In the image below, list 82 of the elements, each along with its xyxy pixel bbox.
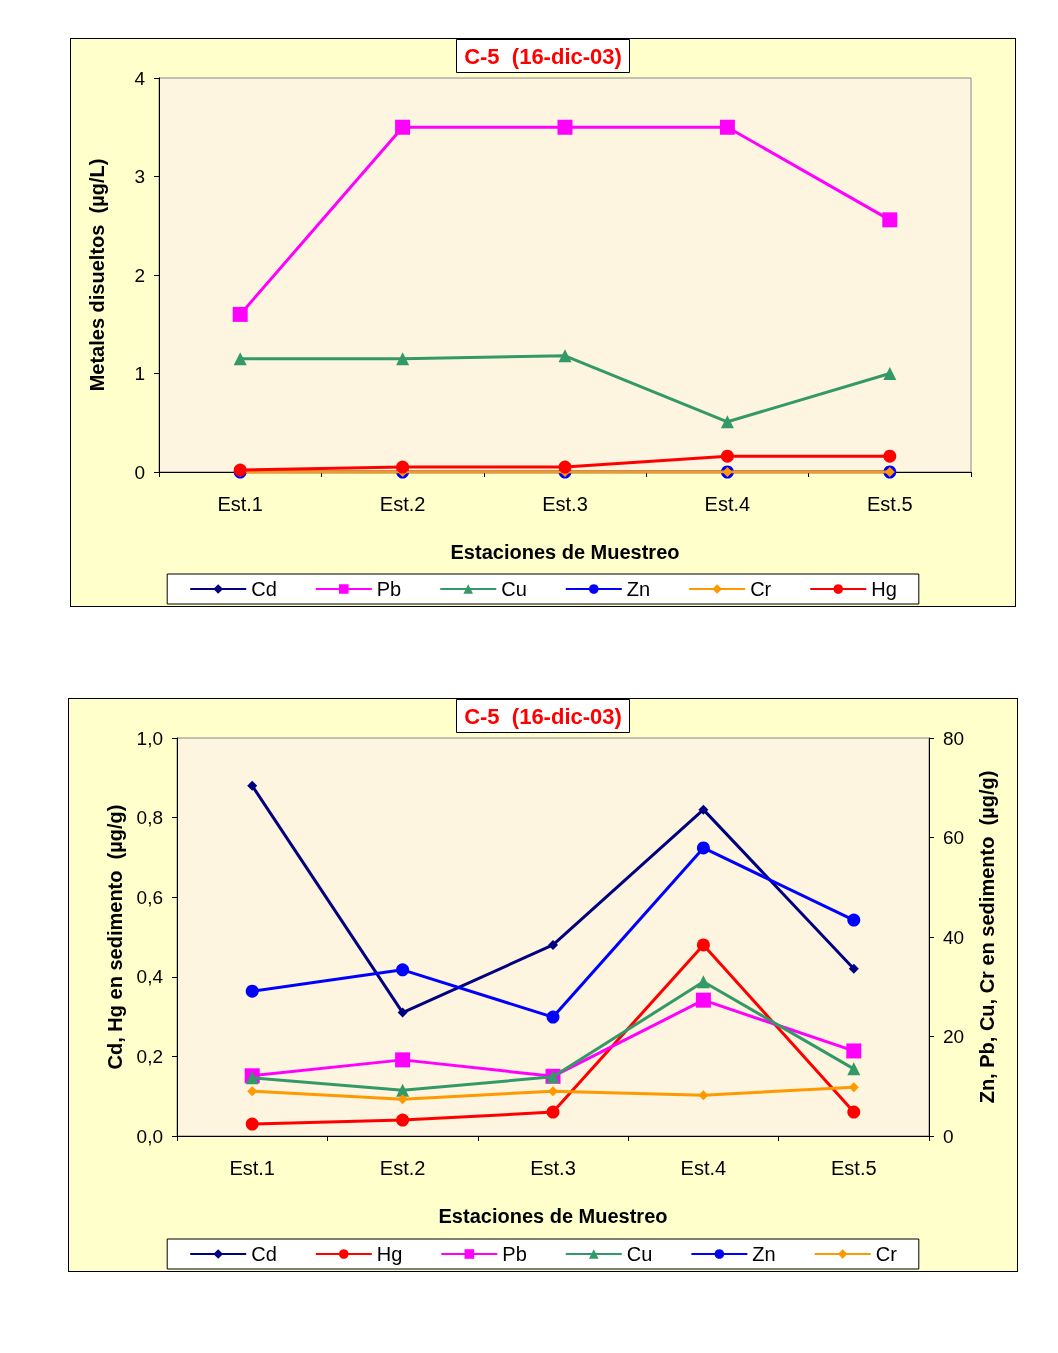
point bbox=[695, 992, 711, 1008]
point bbox=[696, 975, 710, 989]
y-tick-label: 0,8 bbox=[136, 807, 163, 829]
y2-tick-label: 0 bbox=[943, 1125, 954, 1147]
legend-label: Pb bbox=[502, 1243, 527, 1265]
chart-title: C-5 (16-dic-03) bbox=[464, 703, 622, 729]
point bbox=[558, 349, 572, 363]
point bbox=[883, 449, 897, 463]
point bbox=[546, 1010, 560, 1024]
point bbox=[546, 1105, 560, 1119]
x-tick-label: Est.4 bbox=[680, 1157, 727, 1179]
point bbox=[548, 939, 558, 950]
point bbox=[232, 306, 248, 322]
y-axis-title: Cd, Hg en sedimento (µg/g) bbox=[104, 804, 126, 1070]
point bbox=[846, 1043, 862, 1059]
legend-label: Zn bbox=[752, 1243, 776, 1265]
x-tick-label: Est.5 bbox=[831, 1157, 877, 1179]
chart-title: C-5 (16-dic-03) bbox=[464, 43, 622, 69]
point bbox=[719, 119, 735, 135]
x-tick-label: Est.3 bbox=[542, 493, 588, 515]
y-tick-label: 0 bbox=[134, 461, 145, 483]
x-tick-label: Est.2 bbox=[379, 1157, 426, 1179]
point bbox=[245, 984, 259, 998]
x-axis-title: Estaciones de Muestreo bbox=[450, 541, 680, 563]
point bbox=[247, 780, 258, 791]
y-tick-label: 0,2 bbox=[136, 1045, 163, 1067]
legend-label: Cd bbox=[251, 1243, 277, 1265]
y-tick-label: 0,6 bbox=[136, 886, 163, 908]
y-tick-label: 4 bbox=[134, 67, 146, 89]
point bbox=[720, 449, 734, 463]
point bbox=[882, 212, 898, 228]
y2-tick-label: 20 bbox=[943, 1026, 965, 1047]
point bbox=[233, 352, 247, 366]
y-axis-title: Metales disueltos (µg/L) bbox=[86, 158, 108, 392]
x-tick-label: Est.2 bbox=[379, 493, 426, 515]
legend-label: Pb bbox=[376, 578, 402, 600]
point bbox=[557, 119, 573, 135]
point bbox=[883, 367, 897, 380]
point bbox=[396, 1113, 410, 1127]
x-axis-title: Estaciones de Muestreo bbox=[438, 1205, 668, 1227]
legend-label: Hg bbox=[871, 578, 897, 600]
point bbox=[396, 963, 410, 977]
point bbox=[848, 963, 859, 974]
legend-label: Cd bbox=[251, 578, 277, 600]
x-tick-label: Est.1 bbox=[229, 1157, 275, 1179]
x-tick-label: Est.3 bbox=[530, 1157, 576, 1179]
legend-label: Cr bbox=[750, 578, 772, 600]
y2-tick-label: 80 bbox=[943, 727, 965, 749]
y-tick-label: 3 bbox=[134, 166, 145, 187]
y2-tick-label: 40 bbox=[943, 926, 965, 948]
point bbox=[696, 841, 710, 855]
point bbox=[396, 460, 410, 474]
y2-axis-title: Zn, Pb, Cu, Cr en sedimento (µg/g) bbox=[976, 770, 998, 1104]
legend-label: Hg bbox=[376, 1243, 403, 1265]
point bbox=[245, 1117, 259, 1131]
point bbox=[558, 460, 572, 474]
point bbox=[698, 1090, 709, 1101]
x-tick-label: Est.5 bbox=[867, 493, 913, 515]
point bbox=[395, 1052, 411, 1068]
point bbox=[397, 1094, 408, 1105]
point bbox=[395, 119, 411, 135]
point bbox=[396, 352, 410, 366]
point bbox=[847, 1062, 861, 1076]
y-tick-label: 1 bbox=[134, 363, 145, 384]
point bbox=[698, 804, 709, 815]
legend-label: Cu bbox=[626, 1243, 653, 1265]
y-tick-label: 0,4 bbox=[136, 966, 164, 988]
point bbox=[548, 1086, 558, 1097]
y-tick-label: 1,0 bbox=[136, 727, 163, 749]
y-tick-label: 0,0 bbox=[136, 1125, 163, 1147]
x-tick-label: Est.4 bbox=[704, 493, 751, 515]
x-tick-label: Est.1 bbox=[217, 493, 263, 515]
point bbox=[696, 938, 710, 952]
legend-label: Cr bbox=[875, 1243, 898, 1265]
legend-label: Cu bbox=[501, 578, 527, 600]
y2-tick-label: 60 bbox=[943, 827, 965, 848]
point bbox=[847, 1105, 861, 1119]
y-tick-label: 2 bbox=[134, 264, 145, 286]
point bbox=[720, 415, 734, 429]
legend-label: Zn bbox=[626, 578, 651, 600]
point bbox=[397, 1007, 408, 1018]
point bbox=[847, 913, 861, 927]
